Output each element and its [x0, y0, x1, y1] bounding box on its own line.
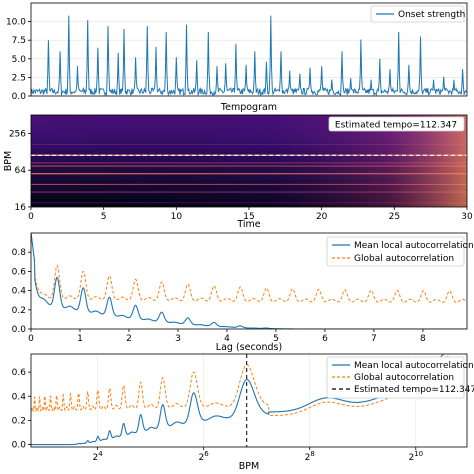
autocorr-bpm-legend-label-tempo: Estimated tempo=112.347	[354, 385, 474, 395]
tempogram-x-tick-label: 20	[316, 212, 328, 222]
tempogram-panel: Tempogram Estimated tempo=112.347 256 64 1…	[3, 102, 473, 230]
autocorr-bpm-y-tick-label: 0.6	[12, 368, 27, 378]
tempogram-x-tick-label: 0	[28, 212, 34, 222]
tempogram-x-tick-label: 15	[243, 212, 254, 222]
autocorr-lag-legend-box	[326, 236, 465, 267]
autocorr-bpm-x-label: BPM	[239, 461, 259, 472]
autocorr-lag-axes-frame	[30, 232, 468, 330]
tempogram-y-tick-label: 256	[9, 129, 26, 139]
autocorr-bpm-axes-frame	[30, 353, 468, 448]
global-autocorrelation-line	[31, 233, 467, 303]
tempogram-x-tick-label: 25	[389, 212, 400, 222]
autocorr-bpm-panel: 0.0 0.2 0.4 0.6 24 26 28 210 BPM Mean local au…	[12, 353, 474, 472]
autocorr-lag-y-tick-label: 0.6	[12, 267, 27, 277]
tempogram-y-label: BPM	[3, 151, 14, 171]
autocorr-lag-x-tick-label: 0	[28, 334, 34, 344]
autocorr-bpm-legend-label-global: Global autocorrelation	[354, 373, 454, 383]
onset-legend: Onset strength	[370, 5, 465, 23]
autocorr-lag-legend-label-global: Global autocorrelation	[354, 254, 454, 264]
onset-y-tick-label: 2.5	[12, 73, 26, 83]
tempogram-x-tick-label: 30	[461, 212, 473, 222]
autocorr-lag-y-tick-label: 0.4	[12, 287, 27, 297]
autocorr-lag-x-ticks: 0 1 2 3 4 5 6 7 8	[28, 329, 426, 344]
tempogram-y-ticks: 256 64 16	[9, 129, 31, 213]
autocorr-bpm-x-tick-label: 210	[408, 450, 423, 463]
autocorr-lag-x-tick-label: 4	[224, 334, 230, 344]
autocorr-lag-x-tick-label: 2	[126, 334, 132, 344]
autocorr-lag-x-tick-label: 7	[371, 334, 377, 344]
tempogram-annotation-text: Estimated tempo=112.347	[335, 121, 457, 131]
onset-y-ticks: 0.0 2.5 5.0 7.5 10.0	[6, 18, 31, 102]
onset-panel: 0.0 2.5 5.0 7.5 10.0 Onset strength	[6, 2, 468, 102]
autocorr-bpm-y-tick-label: 0.4	[12, 392, 27, 402]
autocorr-bpm-legend-label-mean: Mean local autocorrelation	[354, 361, 474, 371]
autocorr-lag-y-tick-label: 0.8	[12, 248, 27, 258]
autocorr-lag-x-tick-label: 3	[175, 334, 181, 344]
tempogram-y-tick-label: 64	[15, 166, 27, 176]
autocorr-lag-legend-label-mean: Mean local autocorrelation	[354, 241, 474, 251]
autocorr-bpm-x-tick-label: 28	[305, 450, 315, 463]
tempogram-x-label: Time	[236, 219, 260, 230]
onset-legend-label: Onset strength	[398, 10, 465, 20]
tempogram-x-tick-label: 5	[101, 212, 107, 222]
autocorr-bpm-y-ticks: 0.0 0.2 0.4 0.6	[12, 368, 31, 451]
autocorr-lag-x-tick-label: 5	[273, 334, 279, 344]
autocorr-bpm-x-tick-label: 24	[92, 450, 103, 463]
onset-y-tick-label: 7.5	[12, 36, 26, 46]
autocorr-lag-y-ticks: 0.0 0.2 0.4 0.6 0.8	[12, 248, 31, 335]
tempogram-title: Tempogram	[220, 102, 277, 113]
autocorr-bpm-y-tick-label: 0.0	[12, 441, 27, 451]
tempogram-y-tick-label: 16	[15, 203, 27, 213]
tempogram-x-tick-label: 10	[171, 212, 183, 222]
onset-y-tick-label: 0.0	[12, 92, 27, 102]
autocorr-lag-x-tick-label: 8	[420, 334, 426, 344]
autocorr-bpm-legend: Mean local autocorrelation Global autoco…	[326, 356, 474, 399]
tempogram-x-ticks: 0 5 10 15 20 25 30	[28, 207, 473, 222]
onset-y-tick-label: 10.0	[6, 18, 26, 28]
autocorr-bpm-legend-box	[326, 356, 465, 399]
onset-strength-line	[31, 15, 467, 96]
onset-legend-box	[370, 5, 465, 23]
tempogram-annotation-box	[328, 116, 465, 132]
mean-local-autocorrelation-line	[31, 233, 467, 329]
autocorr-lag-y-tick-label: 0.0	[12, 325, 27, 335]
onset-y-tick-label: 5.0	[12, 55, 27, 65]
tempogram-annotation: Estimated tempo=112.347	[328, 116, 465, 132]
autocorr-bpm-x-tick-label: 26	[199, 450, 210, 463]
autocorr-lag-y-tick-label: 0.2	[12, 306, 26, 316]
autocorr-lag-x-label: Lag (seconds)	[216, 342, 282, 353]
autocorr-bpm-y-tick-label: 0.2	[12, 416, 26, 426]
autocorr-lag-x-tick-label: 6	[322, 334, 328, 344]
onset-axes-frame	[30, 2, 468, 97]
autocorr-lag-x-tick-label: 1	[77, 334, 83, 344]
autocorr-lag-legend: Mean local autocorrelation Global autoco…	[326, 236, 474, 267]
